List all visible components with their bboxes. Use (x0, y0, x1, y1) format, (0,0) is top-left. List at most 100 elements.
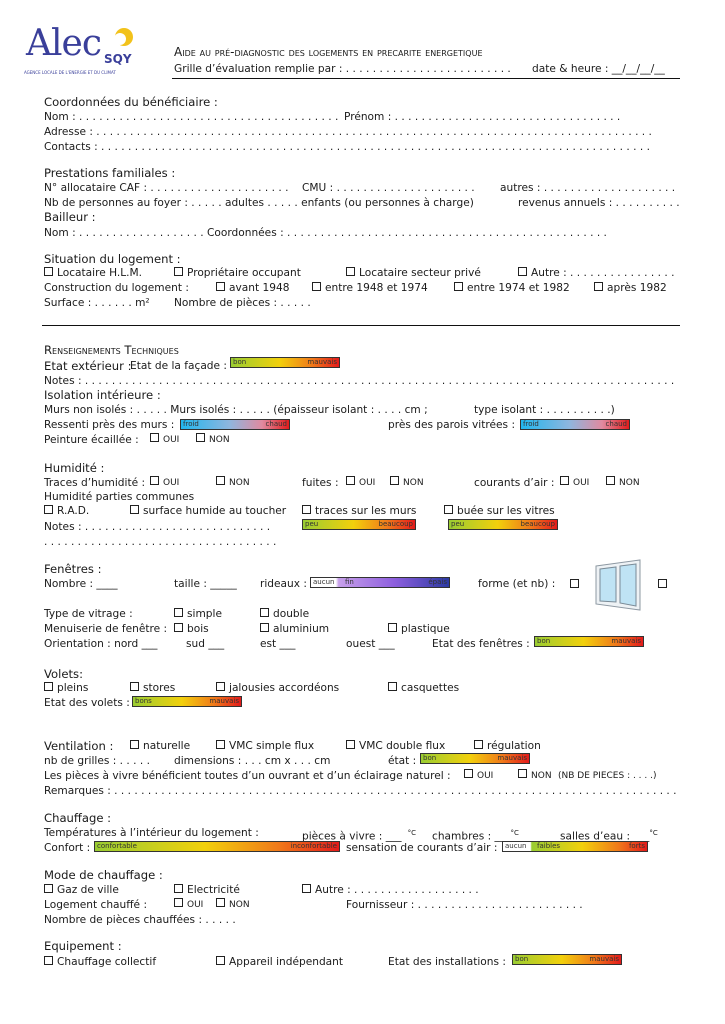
rideaux-scale[interactable]: aucun fin épais (310, 577, 450, 588)
checkbox[interactable] (150, 476, 159, 485)
checkbox[interactable] (464, 769, 473, 778)
vitrees-temp-scale[interactable]: froid chaud (520, 419, 630, 430)
checkbox[interactable] (388, 682, 397, 691)
opt-double[interactable]: double (260, 607, 309, 621)
checkbox[interactable] (346, 267, 355, 276)
checkbox[interactable] (388, 623, 397, 632)
opt-autre-chauffage[interactable]: Autre : . . . . . . . . . . . . . . . . … (302, 883, 479, 897)
checkbox[interactable] (174, 884, 183, 893)
checkbox[interactable] (346, 740, 355, 749)
facade-scale[interactable]: bon mauvais (230, 357, 340, 368)
pieces-oui[interactable]: OUI (464, 769, 493, 783)
opt-traces-murs[interactable]: traces sur les murs (302, 504, 416, 518)
opt-collectif[interactable]: Chauffage collectif (44, 955, 156, 969)
murs-temp-scale[interactable]: froid chaud (180, 419, 290, 430)
traces-oui[interactable]: OUI (150, 476, 179, 490)
checkbox[interactable] (44, 682, 53, 691)
checkbox[interactable] (312, 282, 321, 291)
opt-simple[interactable]: simple (174, 607, 222, 621)
checkbox[interactable] (44, 884, 53, 893)
opt-1948-1974[interactable]: entre 1948 et 1974 (312, 281, 428, 295)
peinture-non[interactable]: NON (196, 433, 230, 447)
checkbox[interactable] (130, 740, 139, 749)
fenetres-scale[interactable]: bon mauvais (534, 636, 644, 647)
opt-apres-1982[interactable]: après 1982 (594, 281, 667, 295)
checkbox[interactable] (390, 476, 399, 485)
opt-aluminium[interactable]: aluminium (260, 622, 329, 636)
checkbox[interactable] (130, 682, 139, 691)
opt-naturelle[interactable]: naturelle (130, 739, 190, 753)
checkbox[interactable] (174, 267, 183, 276)
checkbox[interactable] (518, 267, 527, 276)
checkbox[interactable] (216, 682, 225, 691)
peinture-oui[interactable]: OUI (150, 433, 179, 447)
opt-prive[interactable]: Locataire secteur privé (346, 266, 481, 280)
traces-non[interactable]: NON (216, 476, 250, 490)
opt-stores[interactable]: stores (130, 681, 175, 695)
checkbox[interactable] (606, 476, 615, 485)
checkbox[interactable] (260, 623, 269, 632)
opt-casquettes[interactable]: casquettes (388, 681, 459, 695)
checkbox[interactable] (216, 282, 225, 291)
opt-rad[interactable]: R.A.D. (44, 504, 89, 518)
opt-plastique[interactable]: plastique (388, 622, 450, 636)
hum-scale-2[interactable]: peu beaucoup (448, 519, 558, 530)
opt-proprietaire[interactable]: Propriétaire occupant (174, 266, 301, 280)
checkbox[interactable] (260, 608, 269, 617)
checkbox[interactable] (44, 956, 53, 965)
opt-regulation[interactable]: régulation (474, 739, 541, 753)
opt-autre[interactable]: Autre : . . . . . . . . . . . . . . . . (518, 266, 674, 280)
chauffe-non[interactable]: NON (216, 898, 250, 912)
checkbox[interactable] (216, 898, 225, 907)
opt-pleins[interactable]: pleins (44, 681, 88, 695)
opt-hlm[interactable]: Locataire H.L.M. (44, 266, 142, 280)
checkbox[interactable] (302, 505, 311, 514)
forme-checkbox-2[interactable] (658, 579, 667, 588)
courants-oui[interactable]: OUI (560, 476, 589, 490)
opt-gaz[interactable]: Gaz de ville (44, 883, 119, 897)
chauffe-oui[interactable]: OUI (174, 898, 203, 912)
checkbox[interactable] (346, 476, 355, 485)
opt-vmc-double[interactable]: VMC double flux (346, 739, 445, 753)
opt-electricite[interactable]: Electricité (174, 883, 240, 897)
checkbox[interactable] (518, 769, 527, 778)
checkbox[interactable] (474, 740, 483, 749)
opt-independant[interactable]: Appareil indépendant (216, 955, 343, 969)
checkbox[interactable] (44, 505, 53, 514)
fuites-non[interactable]: NON (390, 476, 424, 490)
confort-scale[interactable]: confortable inconfortable (94, 841, 340, 852)
checkbox[interactable] (216, 956, 225, 965)
pieces-non[interactable]: NON (518, 769, 552, 783)
checkbox[interactable] (454, 282, 463, 291)
installations-scale[interactable]: bon mauvais (512, 954, 622, 965)
checkbox[interactable] (594, 282, 603, 291)
checkbox[interactable] (196, 433, 205, 442)
forme-checkbox-1[interactable] (570, 579, 579, 588)
checkbox[interactable] (302, 884, 311, 893)
fuites-oui[interactable]: OUI (346, 476, 375, 490)
checkbox[interactable] (174, 623, 183, 632)
checkbox[interactable] (130, 505, 139, 514)
opt-buee[interactable]: buée sur les vitres (444, 504, 555, 518)
opt-1974-1982[interactable]: entre 1974 et 1982 (454, 281, 570, 295)
checkbox[interactable] (444, 505, 453, 514)
checkbox[interactable] (44, 267, 53, 276)
etat-installations-label: Etat des installations : (388, 956, 506, 968)
vent-scale[interactable]: bon mauvais (420, 753, 530, 764)
checkbox[interactable] (216, 476, 225, 485)
checkbox[interactable] (216, 740, 225, 749)
logo: Alec SQY AGENCE LOCALE DE L'ENERGIE ET D… (24, 22, 136, 82)
volets-scale[interactable]: bons mauvais (132, 696, 242, 707)
opt-vmc-simple[interactable]: VMC simple flux (216, 739, 314, 753)
opt-surface-humide[interactable]: surface humide au toucher (130, 504, 286, 518)
checkbox[interactable] (560, 476, 569, 485)
checkbox[interactable] (174, 608, 183, 617)
checkbox[interactable] (174, 898, 183, 907)
courants-non[interactable]: NON (606, 476, 640, 490)
opt-bois[interactable]: bois (174, 622, 209, 636)
hum-scale-1[interactable]: peu beaucoup (302, 519, 416, 530)
checkbox[interactable] (150, 433, 159, 442)
sensation-scale[interactable]: aucun faibles forts (502, 841, 648, 852)
opt-jalousies[interactable]: jalousies accordéons (216, 681, 339, 695)
opt-avant-1948[interactable]: avant 1948 (216, 281, 289, 295)
